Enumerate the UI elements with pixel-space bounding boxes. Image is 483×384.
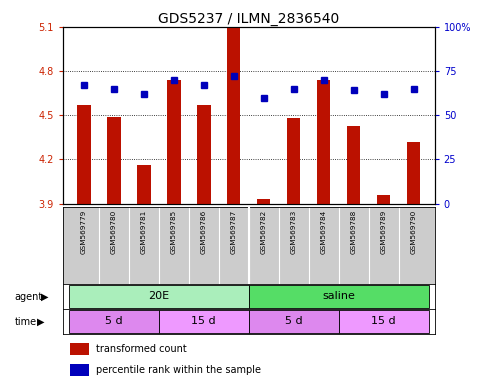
Text: 15 d: 15 d <box>191 316 216 326</box>
Text: transformed count: transformed count <box>96 344 187 354</box>
Bar <box>227 27 241 204</box>
Bar <box>70 343 89 355</box>
Bar <box>69 310 159 333</box>
Text: agent: agent <box>14 291 43 302</box>
Text: GSM569784: GSM569784 <box>321 210 327 254</box>
Text: GSM569789: GSM569789 <box>381 210 387 254</box>
Text: GSM569780: GSM569780 <box>111 210 117 254</box>
Text: GSM569783: GSM569783 <box>291 210 297 254</box>
Text: GSM569779: GSM569779 <box>81 210 87 254</box>
Text: time: time <box>14 316 37 327</box>
Text: GSM569787: GSM569787 <box>231 210 237 254</box>
Text: GSM569781: GSM569781 <box>141 210 147 254</box>
Bar <box>77 105 90 204</box>
Text: GSM569785: GSM569785 <box>171 210 177 254</box>
Title: GDS5237 / ILMN_2836540: GDS5237 / ILMN_2836540 <box>158 12 340 26</box>
Text: 5 d: 5 d <box>285 316 302 326</box>
Bar <box>159 310 249 333</box>
Text: saline: saline <box>322 291 355 301</box>
Bar <box>167 80 181 204</box>
Text: 20E: 20E <box>148 291 170 301</box>
Bar <box>249 310 339 333</box>
Text: percentile rank within the sample: percentile rank within the sample <box>96 364 261 374</box>
Bar <box>70 364 89 376</box>
Bar <box>107 117 121 204</box>
Bar <box>317 80 330 204</box>
Text: GSM569786: GSM569786 <box>201 210 207 254</box>
Bar <box>407 142 421 204</box>
Text: ▶: ▶ <box>41 291 49 302</box>
Bar <box>69 285 249 308</box>
Text: GSM569790: GSM569790 <box>411 210 417 254</box>
Bar <box>377 195 390 204</box>
Bar <box>137 165 151 204</box>
Text: 15 d: 15 d <box>371 316 396 326</box>
Text: ▶: ▶ <box>37 316 44 327</box>
Text: 5 d: 5 d <box>105 316 123 326</box>
Bar <box>197 105 211 204</box>
Bar <box>287 118 300 204</box>
Bar <box>339 310 429 333</box>
Bar <box>249 285 429 308</box>
Text: GSM569782: GSM569782 <box>261 210 267 254</box>
Bar <box>347 126 360 204</box>
Bar <box>257 199 270 204</box>
Text: GSM569788: GSM569788 <box>351 210 357 254</box>
